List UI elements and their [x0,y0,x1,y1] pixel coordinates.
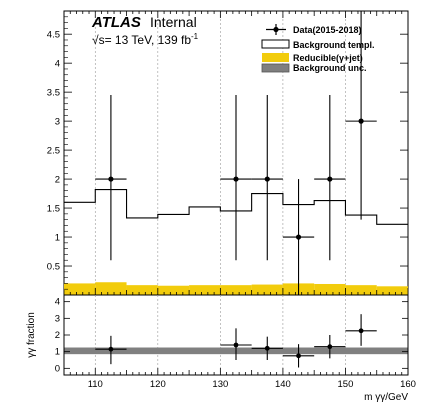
energy-lumi-text: √s= 13 TeV, 139 fb [92,33,191,47]
legend-entry-background: Background templ. [293,40,375,50]
legend-entry-unc: Background unc. [293,63,367,73]
x-tick-label: 130 [212,379,228,390]
upper-y-tick-label: 3 [55,117,60,128]
ratio-point-marker [265,346,270,351]
lower-y-axis-title: γγ fraction [26,312,37,358]
energy-lumi-superscript: -1 [191,32,199,41]
lower-y-tick-label: 1 [55,347,60,358]
lower-y-tick-label: 3 [55,313,60,324]
reducible-bin [158,286,189,295]
legend-background-swatch [262,40,289,48]
upper-y-tick-label: 4.5 [47,30,60,41]
upper-y-tick-label: 2 [55,175,60,186]
legend-data-marker [273,27,278,32]
energy-lumi-label: √s= 13 TeV, 139 fb-1 [92,32,199,47]
reducible-histogram [64,282,408,294]
lower-y-tick-label: 2 [55,330,60,341]
legend-entry-data: Data(2015-2018) [293,25,362,35]
x-tick-label: 110 [88,379,103,390]
reducible-bin [95,282,126,294]
data-point-marker [108,176,113,181]
upper-y-tick-label: 1 [55,233,60,244]
x-tick-label: 140 [275,379,291,390]
x-tick-label: 150 [338,379,354,390]
data-point-marker [296,234,301,239]
reducible-bin [314,284,345,295]
reducible-bin [127,285,158,294]
upper-y-tick-label: 3.5 [47,88,60,99]
x-tick-label: 120 [150,379,166,390]
data-point-marker [358,119,363,124]
reducible-bin [345,285,376,294]
data-point-marker [265,176,270,181]
upper-y-tick-label: 2.5 [47,146,60,157]
upper-y-tick-label: 0.5 [47,262,60,273]
reducible-bin [377,286,408,294]
ratio-point-marker [109,347,114,352]
reducible-bin [189,285,220,294]
reducible-bin [64,283,95,294]
data-point-marker [233,176,238,181]
x-axis-title: m γγ/GeV [364,392,408,403]
atlas-label: ATLAS [91,14,141,31]
x-tick-label: 160 [400,379,416,390]
lower-data-points [95,314,376,367]
legend-entry-reducible: Reducible(γ+jet) [293,53,363,63]
upper-y-tick-label: 1.5 [47,204,60,215]
lower-y-tick-label: 4 [55,297,60,308]
ratio-point-marker [296,353,301,358]
reducible-bin [252,285,283,295]
ratio-point-marker [327,344,332,349]
ratio-point-marker [234,343,239,348]
reducible-bin [220,285,251,294]
upper-y-tick-label: 4 [55,59,60,70]
lower-gridlines [95,295,345,375]
data-point-marker [327,176,332,181]
internal-label: Internal [150,14,197,30]
legend: Data(2015-2018) Background templ. Reduci… [262,24,375,73]
legend-reducible-swatch [262,53,289,62]
lower-y-axis: 0 1 2 3 4 [55,297,408,375]
lower-y-tick-label: 0 [55,363,60,374]
ratio-point-marker [359,328,364,333]
legend-unc-swatch [262,64,289,72]
